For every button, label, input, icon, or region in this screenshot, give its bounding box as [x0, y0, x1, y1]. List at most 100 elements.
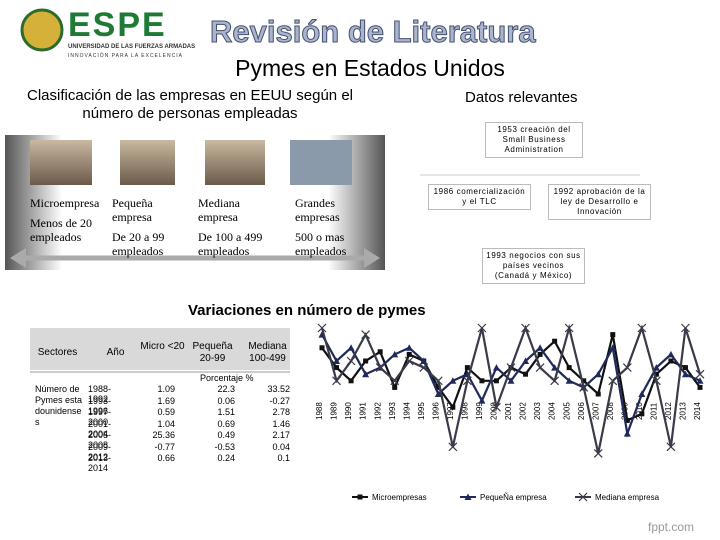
marker — [464, 365, 470, 371]
x-tick-label: 2003 — [533, 402, 542, 420]
marker — [652, 364, 660, 371]
marker — [581, 378, 587, 384]
table-unit: Porcentaje % — [200, 373, 254, 383]
type-name: Grandes empresas — [295, 196, 340, 224]
table-cell: -0.53 — [214, 441, 235, 452]
legend-label: Mediana empresa — [595, 493, 660, 502]
marker — [419, 363, 429, 373]
marker — [404, 356, 414, 366]
x-tick-label: 1989 — [330, 402, 339, 420]
x-tick-label: 1992 — [373, 402, 382, 420]
marker — [346, 356, 356, 366]
marker — [479, 378, 485, 384]
table-header: Micro <20 — [140, 341, 185, 352]
table-cell: -0.77 — [154, 441, 175, 452]
arrow-head — [364, 248, 380, 268]
table-cell: 0.69 — [217, 418, 235, 429]
marker — [477, 323, 487, 333]
marker — [536, 344, 544, 351]
marker — [333, 357, 341, 364]
marker — [406, 351, 412, 357]
x-tick-label: 2007 — [591, 402, 600, 420]
marker — [667, 350, 675, 358]
fact: 1993 negocios con sus países vecinos (Ca… — [482, 248, 585, 284]
x-tick-label: 1996 — [431, 402, 440, 420]
table-cell: 2005-2008 — [88, 430, 112, 450]
table-cell: 0.49 — [217, 430, 235, 440]
marker — [666, 442, 676, 452]
table-cell: 0.1 — [277, 453, 290, 463]
marker — [609, 344, 617, 351]
legend-label: Microempresas — [372, 493, 427, 502]
marker — [347, 344, 355, 351]
marker — [608, 376, 618, 386]
type-name: Microempresa — [30, 196, 100, 210]
table-cell: 33.52 — [267, 384, 290, 394]
photo — [30, 140, 92, 185]
x-tick-label: 1990 — [344, 402, 353, 420]
marker — [653, 371, 659, 377]
table-cell: 2.17 — [272, 430, 290, 440]
table-header: Sectores — [37, 347, 78, 358]
marker — [697, 384, 703, 390]
x-tick-label: 1991 — [359, 402, 368, 420]
marker — [462, 376, 472, 386]
marker — [696, 377, 704, 384]
marker — [668, 358, 674, 364]
marker — [506, 363, 516, 373]
marker — [521, 323, 530, 333]
table-cell: 22.3 — [217, 384, 235, 394]
marker — [334, 365, 340, 371]
photo — [205, 140, 265, 185]
marker — [610, 332, 616, 338]
x-tick-label: 2012 — [664, 402, 673, 420]
classification-heading: Clasificación de las empresas en EEUU se… — [27, 87, 353, 122]
table-cell: 0.04 — [272, 441, 290, 452]
subtitle: Pymes en Estados Unidos — [235, 55, 505, 81]
marker — [522, 357, 530, 364]
x-tick-label: 1999 — [475, 402, 484, 420]
table-cell: 2009-2012 — [88, 441, 112, 462]
marker — [623, 430, 631, 437]
x-tick-label: 2013 — [679, 402, 688, 420]
table-cell: 0.24 — [217, 453, 235, 463]
x-tick-label: 2001 — [504, 402, 513, 420]
table-cell: 1.51 — [217, 407, 235, 417]
x-tick-label: 2005 — [562, 402, 571, 420]
marker — [377, 349, 383, 355]
table-cell: 0.59 — [157, 407, 175, 417]
table-header: Pequeña 20-99 — [192, 341, 233, 364]
marker — [348, 378, 354, 384]
x-tick-label: 1995 — [417, 402, 426, 420]
marker — [434, 390, 442, 397]
marker — [493, 378, 499, 384]
marker — [332, 376, 341, 386]
marker — [624, 417, 630, 423]
marker — [449, 377, 457, 384]
x-tick-label: 2010 — [635, 402, 644, 420]
x-tick-label: 2008 — [606, 402, 615, 420]
logo-emblem — [20, 8, 64, 52]
marker — [566, 365, 572, 371]
type-detail: Menos de 20 empleados — [30, 216, 92, 244]
table-cell: -0.27 — [269, 395, 290, 406]
x-tick-label: 2014 — [693, 402, 702, 420]
marker — [594, 370, 602, 378]
chart-title: Variaciones en número de pymes — [188, 302, 426, 319]
table-cell: 1997-2000 — [88, 407, 112, 427]
type-name: Mediana empresa — [198, 196, 240, 224]
facts-heading: Datos relevantes — [465, 89, 578, 106]
marker — [361, 330, 371, 340]
marker — [564, 323, 574, 333]
marker — [651, 376, 661, 386]
marker — [507, 377, 515, 384]
marker — [450, 404, 456, 410]
x-tick-label: 2004 — [548, 402, 557, 420]
table-cell: 2001-2004 — [88, 418, 112, 439]
type-name: Pequeña empresa — [112, 196, 153, 224]
marker — [390, 376, 400, 386]
x-tick-label: 2000 — [490, 402, 499, 420]
photo — [290, 140, 352, 185]
marker — [537, 351, 543, 357]
